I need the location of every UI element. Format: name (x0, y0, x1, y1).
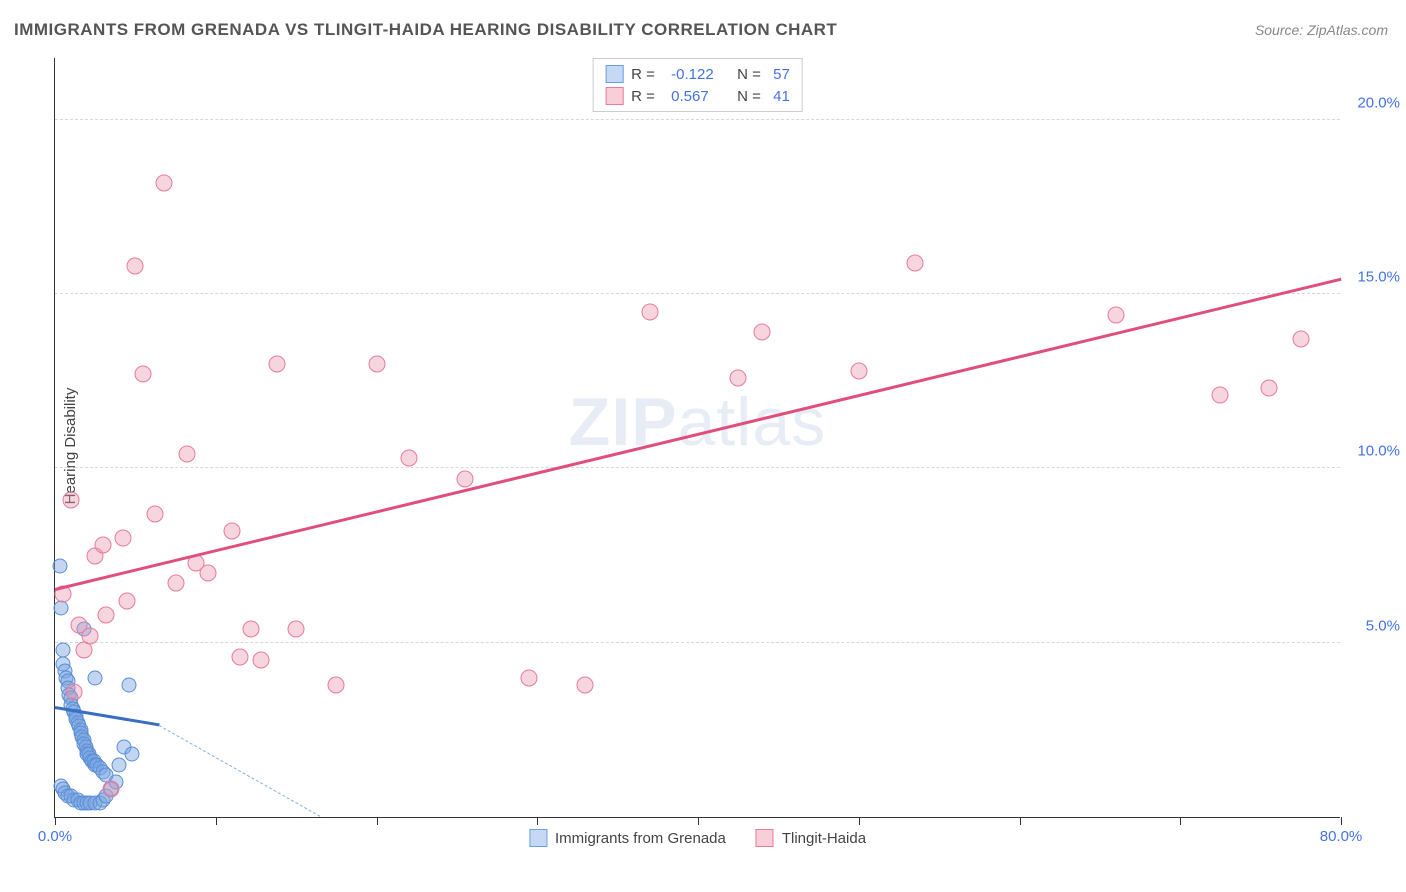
legend-n-label-0: N = (737, 66, 765, 83)
scatter-point (66, 683, 83, 700)
legend-r-label-0: R = (631, 66, 663, 83)
chart-container: IMMIGRANTS FROM GRENADA VS TLINGIT-HAIDA… (0, 0, 1406, 892)
scatter-point (754, 324, 771, 341)
scatter-point (82, 627, 99, 644)
watermark-bold: ZIP (569, 384, 678, 460)
scatter-point (907, 254, 924, 271)
scatter-point (328, 676, 345, 693)
gridline-horizontal (55, 642, 1340, 643)
xtick-label: 80.0% (1320, 828, 1363, 845)
scatter-point (135, 366, 152, 383)
ytick-label: 10.0% (1345, 443, 1400, 460)
xtick (859, 817, 860, 825)
xtick (1341, 817, 1342, 825)
legend-bottom-item-0: Immigrants from Grenada (529, 829, 726, 847)
scatter-point (850, 362, 867, 379)
legend-swatch-pink-bottom (756, 829, 774, 847)
scatter-point (178, 446, 195, 463)
scatter-point (730, 369, 747, 386)
legend-swatch-pink (605, 87, 623, 105)
watermark: ZIPatlas (569, 383, 826, 461)
legend-top: R = -0.122 N = 57 R = 0.567 N = 41 (592, 58, 803, 112)
source-attribution: Source: ZipAtlas.com (1255, 22, 1388, 38)
scatter-point (52, 559, 67, 574)
scatter-point (456, 470, 473, 487)
scatter-point (223, 523, 240, 540)
xtick (377, 817, 378, 825)
ytick-label: 20.0% (1345, 94, 1400, 111)
scatter-point (1292, 331, 1309, 348)
scatter-point (98, 606, 115, 623)
scatter-point (56, 642, 71, 657)
xtick (698, 817, 699, 825)
xtick (537, 817, 538, 825)
source-value: ZipAtlas.com (1307, 22, 1388, 38)
legend-bottom-label-0: Immigrants from Grenada (555, 830, 726, 847)
scatter-point (125, 747, 140, 762)
scatter-point (577, 676, 594, 693)
scatter-point (119, 592, 136, 609)
legend-bottom-item-1: Tlingit-Haida (756, 829, 866, 847)
xtick (1020, 817, 1021, 825)
scatter-point (243, 620, 260, 637)
legend-top-row-1: R = 0.567 N = 41 (605, 85, 790, 107)
legend-bottom-label-1: Tlingit-Haida (782, 830, 866, 847)
scatter-point (268, 355, 285, 372)
scatter-point (114, 530, 131, 547)
xtick (1180, 817, 1181, 825)
scatter-point (400, 449, 417, 466)
xtick-label: 0.0% (38, 828, 72, 845)
scatter-point (146, 505, 163, 522)
legend-top-row-0: R = -0.122 N = 57 (605, 63, 790, 85)
scatter-point (63, 491, 80, 508)
scatter-point (641, 303, 658, 320)
scatter-point (54, 600, 69, 615)
scatter-point (1212, 387, 1229, 404)
scatter-point (368, 355, 385, 372)
scatter-point (199, 564, 216, 581)
trendline-dashed (159, 725, 320, 817)
gridline-horizontal (55, 293, 1340, 294)
scatter-point (103, 781, 120, 798)
legend-r-value-0: -0.122 (671, 66, 729, 83)
ytick-label: 5.0% (1345, 617, 1400, 634)
legend-r-label-1: R = (631, 88, 663, 105)
gridline-horizontal (55, 467, 1340, 468)
legend-r-value-1: 0.567 (671, 88, 729, 105)
scatter-point (95, 537, 112, 554)
trendline (55, 278, 1342, 591)
xtick (55, 817, 56, 825)
xtick (216, 817, 217, 825)
scatter-point (252, 652, 269, 669)
legend-n-value-1: 41 (773, 88, 790, 105)
ytick-label: 15.0% (1345, 269, 1400, 286)
scatter-point (521, 669, 538, 686)
scatter-point (156, 174, 173, 191)
chart-title: IMMIGRANTS FROM GRENADA VS TLINGIT-HAIDA… (14, 20, 837, 40)
source-label: Source: (1255, 22, 1303, 38)
legend-bottom: Immigrants from Grenada Tlingit-Haida (529, 829, 866, 847)
legend-swatch-blue-bottom (529, 829, 547, 847)
scatter-point (231, 648, 248, 665)
scatter-point (167, 575, 184, 592)
scatter-point (127, 258, 144, 275)
scatter-point (288, 620, 305, 637)
legend-n-value-0: 57 (773, 66, 790, 83)
gridline-horizontal (55, 119, 1340, 120)
scatter-point (112, 757, 127, 772)
legend-swatch-blue (605, 65, 623, 83)
scatter-point (1107, 306, 1124, 323)
scatter-point (1260, 380, 1277, 397)
scatter-point (121, 677, 136, 692)
scatter-point (88, 670, 103, 685)
plot-area: ZIPatlas R = -0.122 N = 57 R = 0.567 N =… (54, 58, 1340, 818)
legend-n-label-1: N = (737, 88, 765, 105)
